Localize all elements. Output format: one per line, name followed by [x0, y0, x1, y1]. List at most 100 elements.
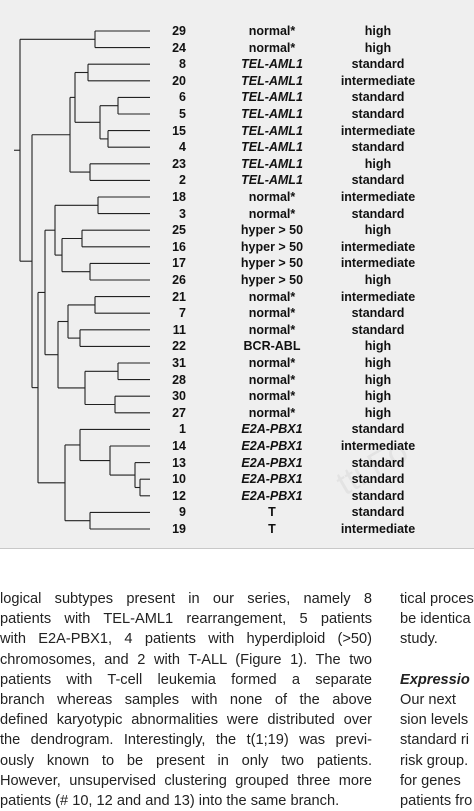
patient-number: 31	[172, 356, 186, 370]
subtype-label: normal*	[248, 405, 296, 420]
body-text-line: with E2A-PBX1, 4 patients with hyperdipl…	[0, 631, 372, 648]
patient-number: 16	[172, 239, 186, 254]
subtype-label: T	[268, 522, 276, 536]
subtype-label: normal*	[248, 372, 296, 387]
body-text-line: tical proces	[400, 591, 474, 607]
risk-group-label: intermediate	[340, 239, 416, 254]
patient-number: 5	[179, 107, 186, 121]
subtype-label: E2A-PBX1	[241, 488, 303, 503]
risk-group-label: intermediate	[340, 522, 416, 536]
leaf-row: 23 TEL-AML1 high	[0, 156, 474, 172]
leaf-row: 24 normal* high	[0, 40, 474, 56]
subtype-label: BCR-ABL	[243, 339, 301, 354]
leaf-row: 13 E2A-PBX1 standard	[0, 455, 474, 471]
body-text-line: risk group.	[400, 752, 469, 769]
risk-group-label: high	[364, 156, 392, 171]
subtype-label: E2A-PBX1	[241, 439, 303, 453]
leaf-row: 31 normal* high	[0, 355, 474, 371]
patient-number: 24	[172, 40, 186, 55]
patient-number: 4	[179, 140, 186, 155]
leaf-row: 28 normal* high	[0, 372, 474, 388]
patient-number: 23	[172, 156, 186, 171]
leaf-row: 5 TEL-AML1 standard	[0, 106, 474, 122]
risk-group-label: intermediate	[340, 190, 416, 204]
patient-number: 7	[179, 306, 186, 321]
body-text-line: patients fro	[400, 792, 473, 809]
risk-group-label: high	[364, 339, 392, 354]
subtype-label: TEL-AML1	[241, 140, 303, 155]
body-text-line: ously known to be present in only two pa…	[0, 752, 372, 769]
risk-group-label: intermediate	[340, 123, 416, 138]
body-text-left-column: logical subtypes present in our series, …	[0, 589, 372, 811]
subtype-label: normal*	[248, 24, 296, 38]
leaf-row: 17 hyper > 50 intermediate	[0, 255, 474, 271]
risk-group-label: standard	[351, 505, 405, 520]
patient-number: 10	[172, 472, 186, 487]
risk-group-label: standard	[351, 322, 405, 337]
patient-number: 14	[172, 439, 186, 453]
subtype-label: normal*	[248, 322, 296, 337]
patient-number: 19	[172, 522, 186, 536]
body-text-line: sion levels	[400, 712, 469, 729]
subtype-label: hyper > 50	[240, 256, 304, 271]
body-text-line: for genes	[400, 772, 461, 789]
patient-number: 11	[172, 322, 186, 337]
risk-group-label: high	[364, 40, 392, 55]
subtype-label: hyper > 50	[240, 239, 304, 254]
leaf-row: 8 TEL-AML1 standard	[0, 56, 474, 72]
body-text-line	[400, 650, 474, 670]
patient-number: 8	[179, 57, 186, 72]
body-text-line: chromosomes, and 2 with T-ALL (Figure 1)…	[0, 651, 372, 668]
patient-number: 25	[172, 223, 186, 238]
risk-group-label: standard	[351, 90, 405, 105]
subtype-label: normal*	[248, 356, 296, 370]
patient-number: 18	[172, 190, 186, 204]
body-text-line: logical subtypes present in our series, …	[0, 591, 372, 607]
subtype-label: TEL-AML1	[241, 123, 303, 138]
leaf-row: 1 E2A-PBX1 standard	[0, 421, 474, 437]
patient-number: 12	[172, 488, 186, 503]
subtype-label: normal*	[248, 40, 296, 55]
subtype-label: TEL-AML1	[241, 73, 303, 88]
risk-group-label: high	[364, 372, 392, 387]
body-text-line: patients (# 10, 12 and and 13) into the …	[0, 792, 340, 809]
body-text-line: study.	[400, 631, 438, 648]
risk-group-label: high	[364, 389, 392, 404]
patient-number: 20	[172, 73, 186, 88]
leaf-row: 27 normal* high	[0, 405, 474, 421]
subtype-label: normal*	[248, 206, 296, 221]
body-text-line: patients with T-cell leukemia formed a s…	[0, 671, 372, 688]
leaf-label-table: 2 9 normal* high 24 normal* high 8 TEL-AML1 stand…	[0, 24, 474, 537]
leaf-row: 6 TEL-AML1 standard	[0, 89, 474, 105]
patient-number: 21	[172, 289, 186, 304]
risk-group-label: high	[364, 223, 392, 238]
subtype-label: normal*	[248, 306, 296, 321]
patient-number: 2	[179, 173, 186, 188]
patient-number: 30	[172, 389, 186, 404]
leaf-row: 14 E2A-PBX1 intermediate	[0, 438, 474, 454]
risk-group-label: standard	[351, 455, 405, 470]
patient-number: 3	[179, 206, 186, 221]
leaf-row: 21 normal* intermediate	[0, 289, 474, 305]
patient-number: 9	[179, 505, 186, 520]
risk-group-label: standard	[351, 206, 405, 221]
patient-number: 26	[172, 273, 186, 287]
patient-number: 6	[179, 90, 186, 105]
risk-group-label: high	[364, 356, 392, 370]
risk-group-label: intermediate	[340, 289, 416, 304]
leaf-row: 18 normal* intermediate	[0, 189, 474, 205]
body-text-right-column: tical proces be identica study. Expressio Ou…	[400, 589, 474, 811]
patient-number: 13	[172, 455, 186, 470]
leaf-row: 15 TEL-AML1 intermediate	[0, 123, 474, 139]
leaf-row: 25 hyper > 50 high	[0, 222, 474, 238]
risk-group-label: standard	[351, 57, 405, 72]
body-text-line: defined karyotypic abnormalities were di…	[0, 712, 372, 729]
body-text-line: be identica	[400, 611, 471, 628]
patient-number: 28	[172, 372, 186, 387]
leaf-row: 10 E2A-PBX1 standard	[0, 471, 474, 487]
subtype-label: normal*	[248, 190, 296, 204]
figure-panel: tti Fo 29 normal* high 24 normal* high 8 TEL-AM…	[0, 0, 474, 548]
subtype-label: TEL-AML1	[241, 57, 303, 72]
leaf-row: 7 normal* standard	[0, 305, 474, 321]
